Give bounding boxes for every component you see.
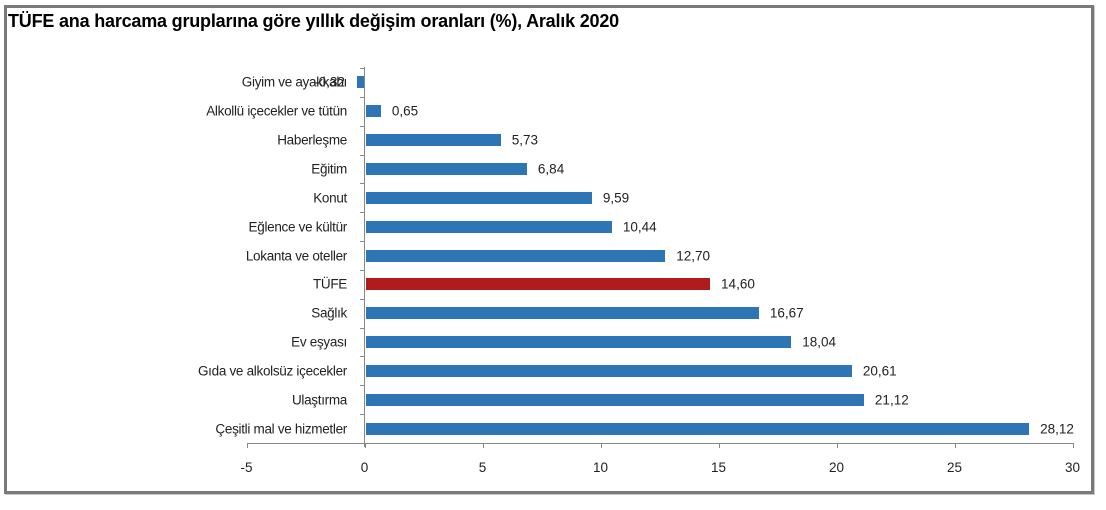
- category-label: Çeşitli mal ve hizmetler: [215, 421, 347, 437]
- value-label: 12,70: [676, 248, 711, 263]
- bar: [365, 307, 759, 320]
- category-label: Eğlence ve kültür: [248, 219, 348, 235]
- value-label: 9,59: [602, 190, 630, 206]
- bar-highlight: [365, 278, 711, 291]
- y-axis-tick: [360, 327, 365, 329]
- category-label: Gıda ve alkolsüz içecekler: [197, 363, 347, 379]
- category-label: Ev eşyası: [291, 334, 347, 350]
- x-axis-tick-label: 15: [710, 460, 727, 475]
- value-label: 6,84: [537, 161, 565, 177]
- x-axis-tick: [246, 443, 248, 448]
- y-axis-tick: [360, 356, 365, 358]
- category-label: Ulaştırma: [291, 392, 347, 408]
- bar: [365, 134, 501, 147]
- category-label: TÜFE: [312, 276, 347, 292]
- y-axis-tick: [360, 96, 365, 98]
- y-axis-tick: [360, 298, 365, 300]
- y-axis-tick: [360, 443, 365, 444]
- bar: [365, 249, 666, 262]
- x-axis-tick: [482, 443, 484, 448]
- value-label: 28,12: [1040, 421, 1074, 437]
- x-axis-tick: [364, 443, 366, 448]
- category-label: Eğitim: [311, 161, 347, 177]
- x-axis-tick: [600, 443, 602, 448]
- x-axis-line: [247, 443, 1073, 444]
- y-axis-tick: [360, 68, 365, 69]
- value-label: -0,32: [314, 74, 345, 90]
- y-axis-tick: [360, 241, 365, 243]
- category-label: Giyim ve ayakkabı: [241, 74, 348, 90]
- bar: [365, 393, 864, 406]
- bar: [365, 422, 1030, 435]
- category-label: Alkollü içecekler ve tütün: [206, 103, 347, 119]
- x-axis-tick-label: 5: [478, 460, 487, 475]
- value-label: 21,12: [874, 392, 909, 408]
- x-axis-tick-label: 0: [360, 460, 369, 475]
- category-label: Sağlık: [311, 305, 347, 321]
- value-label: 18,04: [802, 334, 837, 350]
- chart-title: TÜFE ana harcama gruplarına göre yıllık …: [8, 11, 619, 31]
- category-label: Konut: [313, 190, 347, 206]
- x-axis-tick: [1072, 443, 1074, 448]
- x-axis-tick-label: 30: [1064, 460, 1081, 475]
- category-label: Haberleşme: [277, 132, 347, 148]
- value-label: 14,60: [721, 276, 755, 292]
- value-label: 20,61: [862, 363, 897, 379]
- x-axis-tick-label: 10: [592, 460, 609, 475]
- value-label: 16,67: [769, 305, 804, 321]
- x-axis-tick: [718, 443, 720, 448]
- y-axis-tick: [360, 183, 365, 185]
- x-axis-tick-label: 20: [828, 460, 845, 475]
- y-axis-tick: [360, 414, 365, 416]
- y-axis-tick: [360, 269, 365, 271]
- value-label: 5,73: [511, 132, 538, 148]
- value-label: 10,44: [622, 219, 657, 235]
- x-axis-tick-label: -5: [240, 460, 253, 475]
- bar: [356, 76, 365, 89]
- bar: [365, 220, 612, 233]
- x-axis-tick: [836, 443, 838, 448]
- bar: [365, 336, 792, 349]
- x-axis-tick: [954, 443, 956, 448]
- y-axis-tick: [360, 154, 365, 156]
- y-axis-tick: [360, 385, 365, 387]
- y-axis-tick: [360, 125, 365, 127]
- x-axis-tick-label: 25: [946, 460, 963, 475]
- bar: [365, 364, 852, 377]
- bar: [365, 105, 381, 118]
- bar: [365, 162, 527, 175]
- y-axis-tick: [360, 212, 365, 214]
- y-axis-line: [364, 67, 365, 447]
- value-label: 0,65: [391, 103, 419, 119]
- bar: [365, 191, 592, 204]
- category-label: Lokanta ve oteller: [245, 248, 347, 263]
